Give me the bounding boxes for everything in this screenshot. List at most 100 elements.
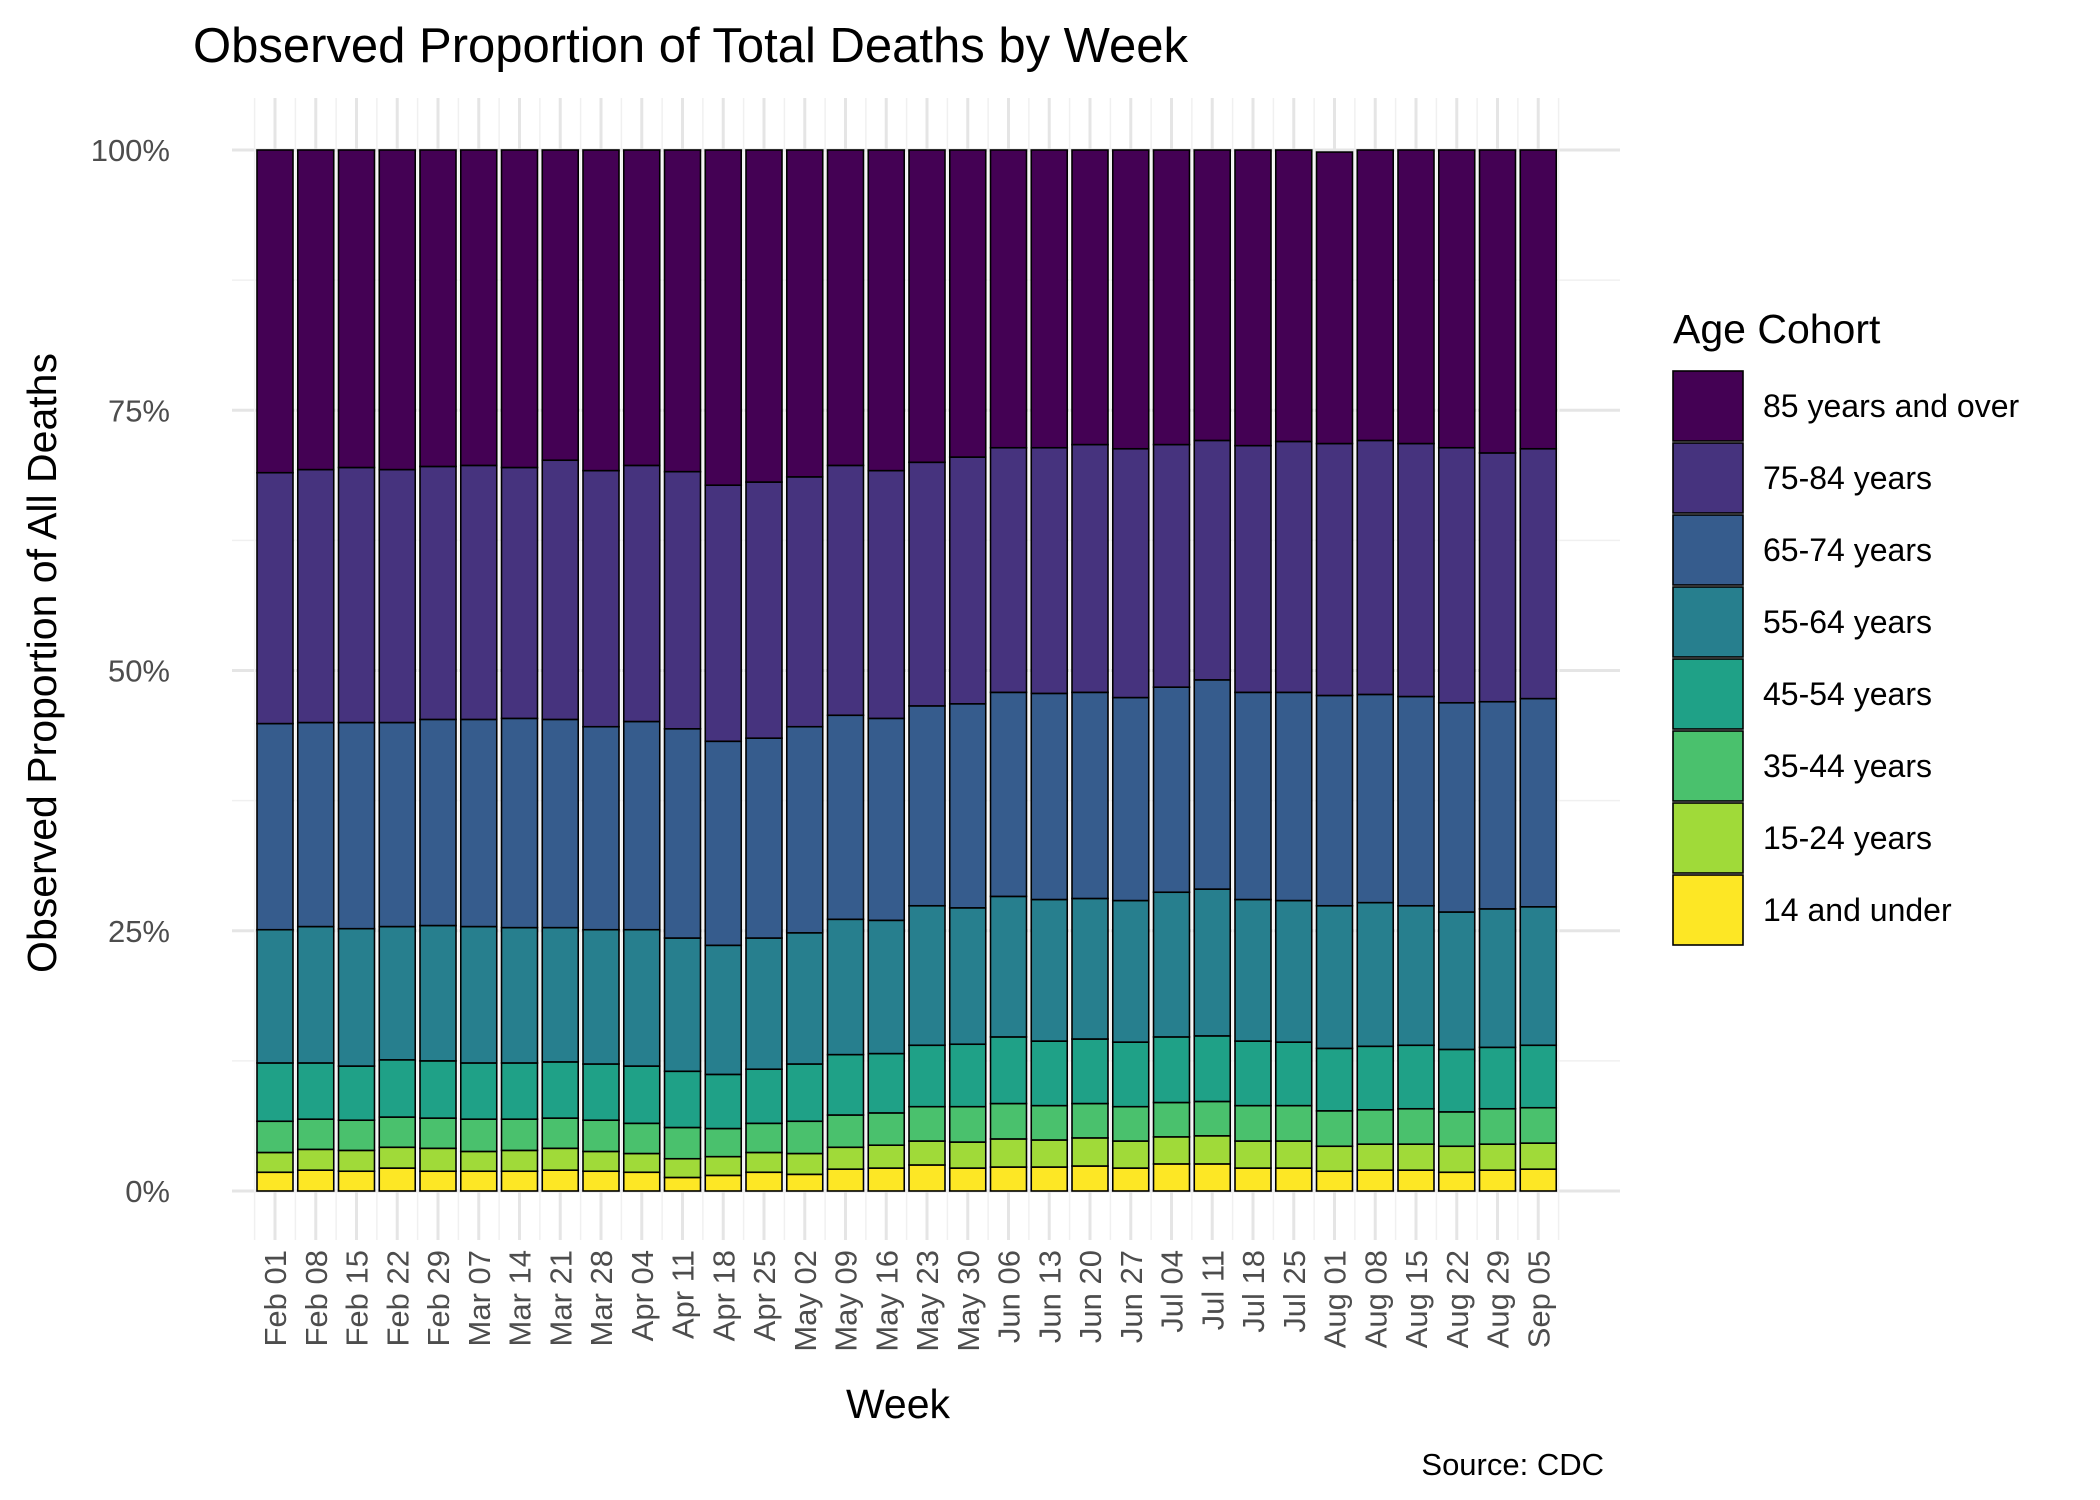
y-tick-label: 100% [91, 133, 170, 168]
source-caption: Source: CDC [1421, 1447, 1604, 1482]
bar-segment [1071, 149, 1109, 446]
x-tick-label: Feb 22 [380, 1250, 415, 1347]
legend-key [1672, 802, 1744, 874]
bar-segment [1152, 891, 1191, 1038]
bar-segment [1234, 444, 1272, 694]
x-tick-label: Aug 22 [1440, 1250, 1475, 1348]
bar-segment [296, 149, 335, 471]
bar-segment [948, 1167, 987, 1192]
bar-segment [1519, 697, 1558, 908]
bar-segment [1111, 1105, 1150, 1142]
bar-segment [1274, 691, 1313, 902]
bar-segment [745, 1171, 783, 1192]
x-tick-label: Mar 07 [462, 1250, 497, 1346]
x-tick-label: Mar 28 [584, 1250, 619, 1346]
bar-segment [1478, 908, 1517, 1049]
bar-segment [1152, 1136, 1191, 1165]
bar-segment [459, 1170, 498, 1192]
bar-segment [337, 927, 376, 1067]
bar-segment [704, 1073, 743, 1130]
x-tick-label: Aug 08 [1358, 1250, 1393, 1348]
x-tick-label: Apr 04 [625, 1250, 660, 1341]
bar-segment [1193, 888, 1232, 1037]
bar-segment [1437, 701, 1476, 913]
bar-segment [1356, 1169, 1395, 1192]
x-tick-label: Feb 08 [299, 1250, 334, 1347]
x-tick-label: Jul 04 [1155, 1250, 1190, 1333]
bar-segment [1356, 901, 1395, 1048]
bar-segment [745, 1068, 783, 1125]
bar-segment [867, 1052, 906, 1114]
bar-segment [419, 149, 457, 468]
bar-segment [908, 1164, 946, 1192]
bar-segment [1193, 1163, 1232, 1192]
bar-segment [1030, 1166, 1069, 1192]
bar-segment [1071, 1137, 1109, 1167]
bar-segment [1356, 1045, 1395, 1111]
bar-segment [989, 1166, 1028, 1192]
x-tick-label: May 16 [869, 1250, 904, 1352]
bar-segment [785, 725, 824, 934]
bar-segment [1519, 149, 1558, 450]
legend-key [1672, 370, 1744, 442]
bar-segment [1274, 440, 1313, 694]
y-tick-labels: 0% 25% 50% 75% 100% [91, 133, 170, 1209]
bar-segment [337, 721, 376, 930]
bar-segment [908, 904, 946, 1047]
bar-segment [1111, 696, 1150, 902]
bar-segment [704, 944, 743, 1076]
bar-segment [1071, 443, 1109, 694]
bar-segment [622, 149, 661, 467]
bar-segment [663, 937, 702, 1073]
x-tick-label: Jun 27 [1114, 1250, 1149, 1343]
bar-segment [459, 149, 498, 467]
bar-segment [1193, 1100, 1232, 1137]
bar-segment [908, 705, 946, 907]
bar-segment [256, 471, 294, 725]
legend-key [1672, 730, 1744, 802]
bar-segment [541, 149, 580, 462]
bar-segment [989, 1036, 1028, 1105]
bar-segment [1315, 442, 1354, 697]
legend-label: 15-24 years [1763, 820, 1932, 856]
x-tick-label: Jun 13 [1032, 1250, 1067, 1343]
bar-segment [1356, 1143, 1395, 1171]
bar-segment [745, 1151, 783, 1174]
legend-label: 75-84 years [1763, 460, 1932, 496]
bar-segment [1111, 447, 1150, 699]
legend-key [1672, 658, 1744, 730]
x-tick-label: May 23 [910, 1250, 945, 1352]
bar-segment [1397, 904, 1435, 1047]
bar-segment [1234, 1140, 1272, 1169]
bar-segment [704, 1174, 743, 1192]
bar-segment [1193, 439, 1232, 681]
bar-segment [908, 1044, 946, 1108]
bar-segment [582, 1119, 620, 1153]
bar-segment [378, 1167, 417, 1192]
bar-segment [1234, 149, 1272, 447]
bar-segment [459, 464, 498, 721]
bar-segment [296, 1148, 335, 1171]
bar-segment [1193, 1135, 1232, 1165]
bar-segment [785, 1063, 824, 1123]
bar-segment [1152, 149, 1191, 446]
bar-segment [296, 925, 335, 1064]
bar-segment [1274, 899, 1313, 1043]
bar-segment [296, 1062, 335, 1120]
bar-segment [1315, 1145, 1354, 1173]
y-tick-label: 50% [108, 654, 170, 689]
bar-segment [745, 481, 783, 739]
legend-label: 65-74 years [1763, 532, 1932, 568]
bar-segment [1315, 694, 1354, 907]
bar-segment [1478, 1107, 1517, 1145]
bar-segment [296, 468, 335, 724]
bar-segment [1152, 1101, 1191, 1138]
bar-segment [948, 456, 987, 705]
bar-segment [908, 461, 946, 707]
bar-segment [582, 1063, 620, 1122]
x-tick-label: May 02 [788, 1250, 823, 1352]
bar-segment [337, 1170, 376, 1192]
bar-segment [1030, 1040, 1069, 1107]
bar-segment [459, 1150, 498, 1173]
x-tick-label: Jul 25 [1277, 1250, 1312, 1333]
